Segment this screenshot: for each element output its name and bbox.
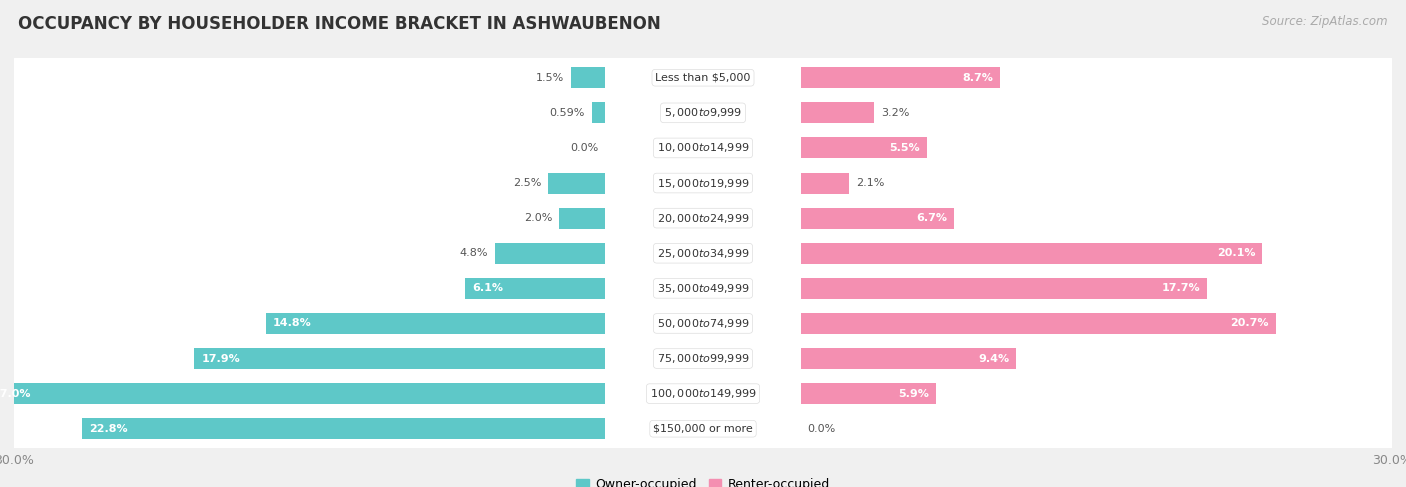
Text: 6.1%: 6.1% <box>472 283 503 293</box>
Text: 4.8%: 4.8% <box>460 248 488 258</box>
FancyBboxPatch shape <box>13 303 1393 344</box>
Text: 2.0%: 2.0% <box>524 213 553 223</box>
Bar <box>800 313 1277 334</box>
Bar <box>800 243 1263 264</box>
FancyBboxPatch shape <box>13 232 1393 274</box>
Text: 9.4%: 9.4% <box>979 354 1010 363</box>
Bar <box>266 313 606 334</box>
Text: OCCUPANCY BY HOUSEHOLDER INCOME BRACKET IN ASHWAUBENON: OCCUPANCY BY HOUSEHOLDER INCOME BRACKET … <box>18 15 661 33</box>
Text: 5.5%: 5.5% <box>890 143 920 153</box>
FancyBboxPatch shape <box>13 268 1393 309</box>
Text: $75,000 to $99,999: $75,000 to $99,999 <box>657 352 749 365</box>
Bar <box>800 67 1001 88</box>
Text: 0.0%: 0.0% <box>807 424 835 434</box>
Bar <box>800 137 927 158</box>
Text: $15,000 to $19,999: $15,000 to $19,999 <box>657 177 749 189</box>
Text: 27.0%: 27.0% <box>0 389 31 399</box>
Text: 14.8%: 14.8% <box>273 318 311 328</box>
Text: $35,000 to $49,999: $35,000 to $49,999 <box>657 282 749 295</box>
Bar <box>82 418 606 439</box>
Text: Source: ZipAtlas.com: Source: ZipAtlas.com <box>1263 15 1388 28</box>
Text: 2.5%: 2.5% <box>513 178 541 188</box>
FancyBboxPatch shape <box>13 162 1393 204</box>
Bar <box>495 243 606 264</box>
Bar <box>465 278 606 299</box>
Bar <box>800 102 875 123</box>
Bar <box>560 207 606 229</box>
Text: 8.7%: 8.7% <box>963 73 994 83</box>
Bar <box>194 348 606 369</box>
Bar <box>0 383 606 404</box>
Text: $50,000 to $74,999: $50,000 to $74,999 <box>657 317 749 330</box>
Text: 22.8%: 22.8% <box>89 424 128 434</box>
Text: 0.59%: 0.59% <box>550 108 585 118</box>
Text: 0.0%: 0.0% <box>571 143 599 153</box>
Text: 20.1%: 20.1% <box>1216 248 1256 258</box>
Bar <box>571 67 606 88</box>
FancyBboxPatch shape <box>13 373 1393 414</box>
FancyBboxPatch shape <box>13 92 1393 133</box>
Text: 2.1%: 2.1% <box>856 178 884 188</box>
Bar <box>800 207 955 229</box>
FancyBboxPatch shape <box>13 57 1393 98</box>
Text: $100,000 to $149,999: $100,000 to $149,999 <box>650 387 756 400</box>
Bar <box>800 172 849 193</box>
FancyBboxPatch shape <box>13 408 1393 450</box>
Bar <box>800 278 1208 299</box>
Bar <box>800 383 936 404</box>
Text: 1.5%: 1.5% <box>536 73 564 83</box>
Bar <box>800 348 1017 369</box>
FancyBboxPatch shape <box>13 197 1393 239</box>
Bar <box>592 102 606 123</box>
Text: $20,000 to $24,999: $20,000 to $24,999 <box>657 212 749 225</box>
Text: 17.9%: 17.9% <box>201 354 240 363</box>
Legend: Owner-occupied, Renter-occupied: Owner-occupied, Renter-occupied <box>571 473 835 487</box>
Text: 5.9%: 5.9% <box>898 389 929 399</box>
FancyBboxPatch shape <box>13 338 1393 379</box>
Text: Less than $5,000: Less than $5,000 <box>655 73 751 83</box>
Text: 17.7%: 17.7% <box>1161 283 1201 293</box>
Text: $10,000 to $14,999: $10,000 to $14,999 <box>657 141 749 154</box>
FancyBboxPatch shape <box>13 127 1393 169</box>
Text: $25,000 to $34,999: $25,000 to $34,999 <box>657 247 749 260</box>
Text: 20.7%: 20.7% <box>1230 318 1270 328</box>
Text: $5,000 to $9,999: $5,000 to $9,999 <box>664 106 742 119</box>
Text: 3.2%: 3.2% <box>882 108 910 118</box>
Text: 6.7%: 6.7% <box>917 213 948 223</box>
Text: $150,000 or more: $150,000 or more <box>654 424 752 434</box>
Bar <box>548 172 606 193</box>
